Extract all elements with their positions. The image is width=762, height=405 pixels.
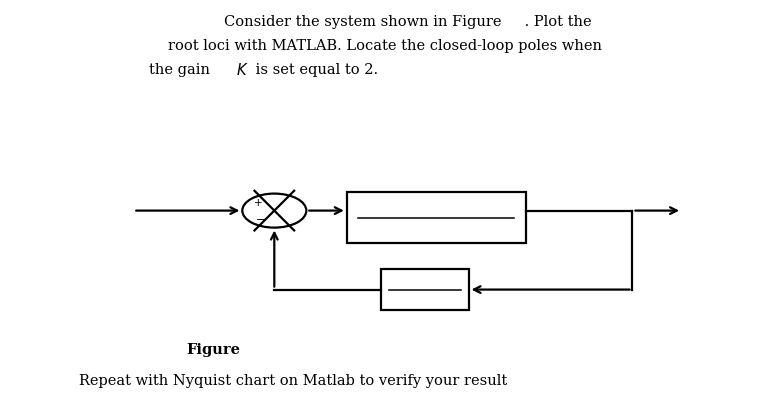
FancyBboxPatch shape — [347, 192, 526, 243]
Text: root loci with MATLAB. Locate the closed-loop poles when: root loci with MATLAB. Locate the closed… — [168, 39, 602, 53]
Text: $s(s^2+2s+6)$: $s(s^2+2s+6)$ — [395, 222, 478, 240]
FancyBboxPatch shape — [381, 269, 469, 310]
Text: Consider the system shown in Figure     . Plot the: Consider the system shown in Figure . Pl… — [224, 15, 591, 29]
Text: $K(s+1)$: $K(s+1)$ — [411, 198, 462, 213]
Text: Figure: Figure — [187, 343, 240, 357]
Text: the gain: the gain — [149, 63, 214, 77]
Text: is set equal to 2.: is set equal to 2. — [251, 63, 379, 77]
Text: +: + — [254, 198, 263, 209]
Text: $K$: $K$ — [236, 62, 248, 78]
Text: −: − — [256, 215, 266, 225]
Text: $s+1$: $s+1$ — [408, 294, 441, 307]
Text: 1: 1 — [421, 273, 429, 287]
Text: Repeat with Nyquist chart on Matlab to verify your result: Repeat with Nyquist chart on Matlab to v… — [79, 374, 507, 388]
